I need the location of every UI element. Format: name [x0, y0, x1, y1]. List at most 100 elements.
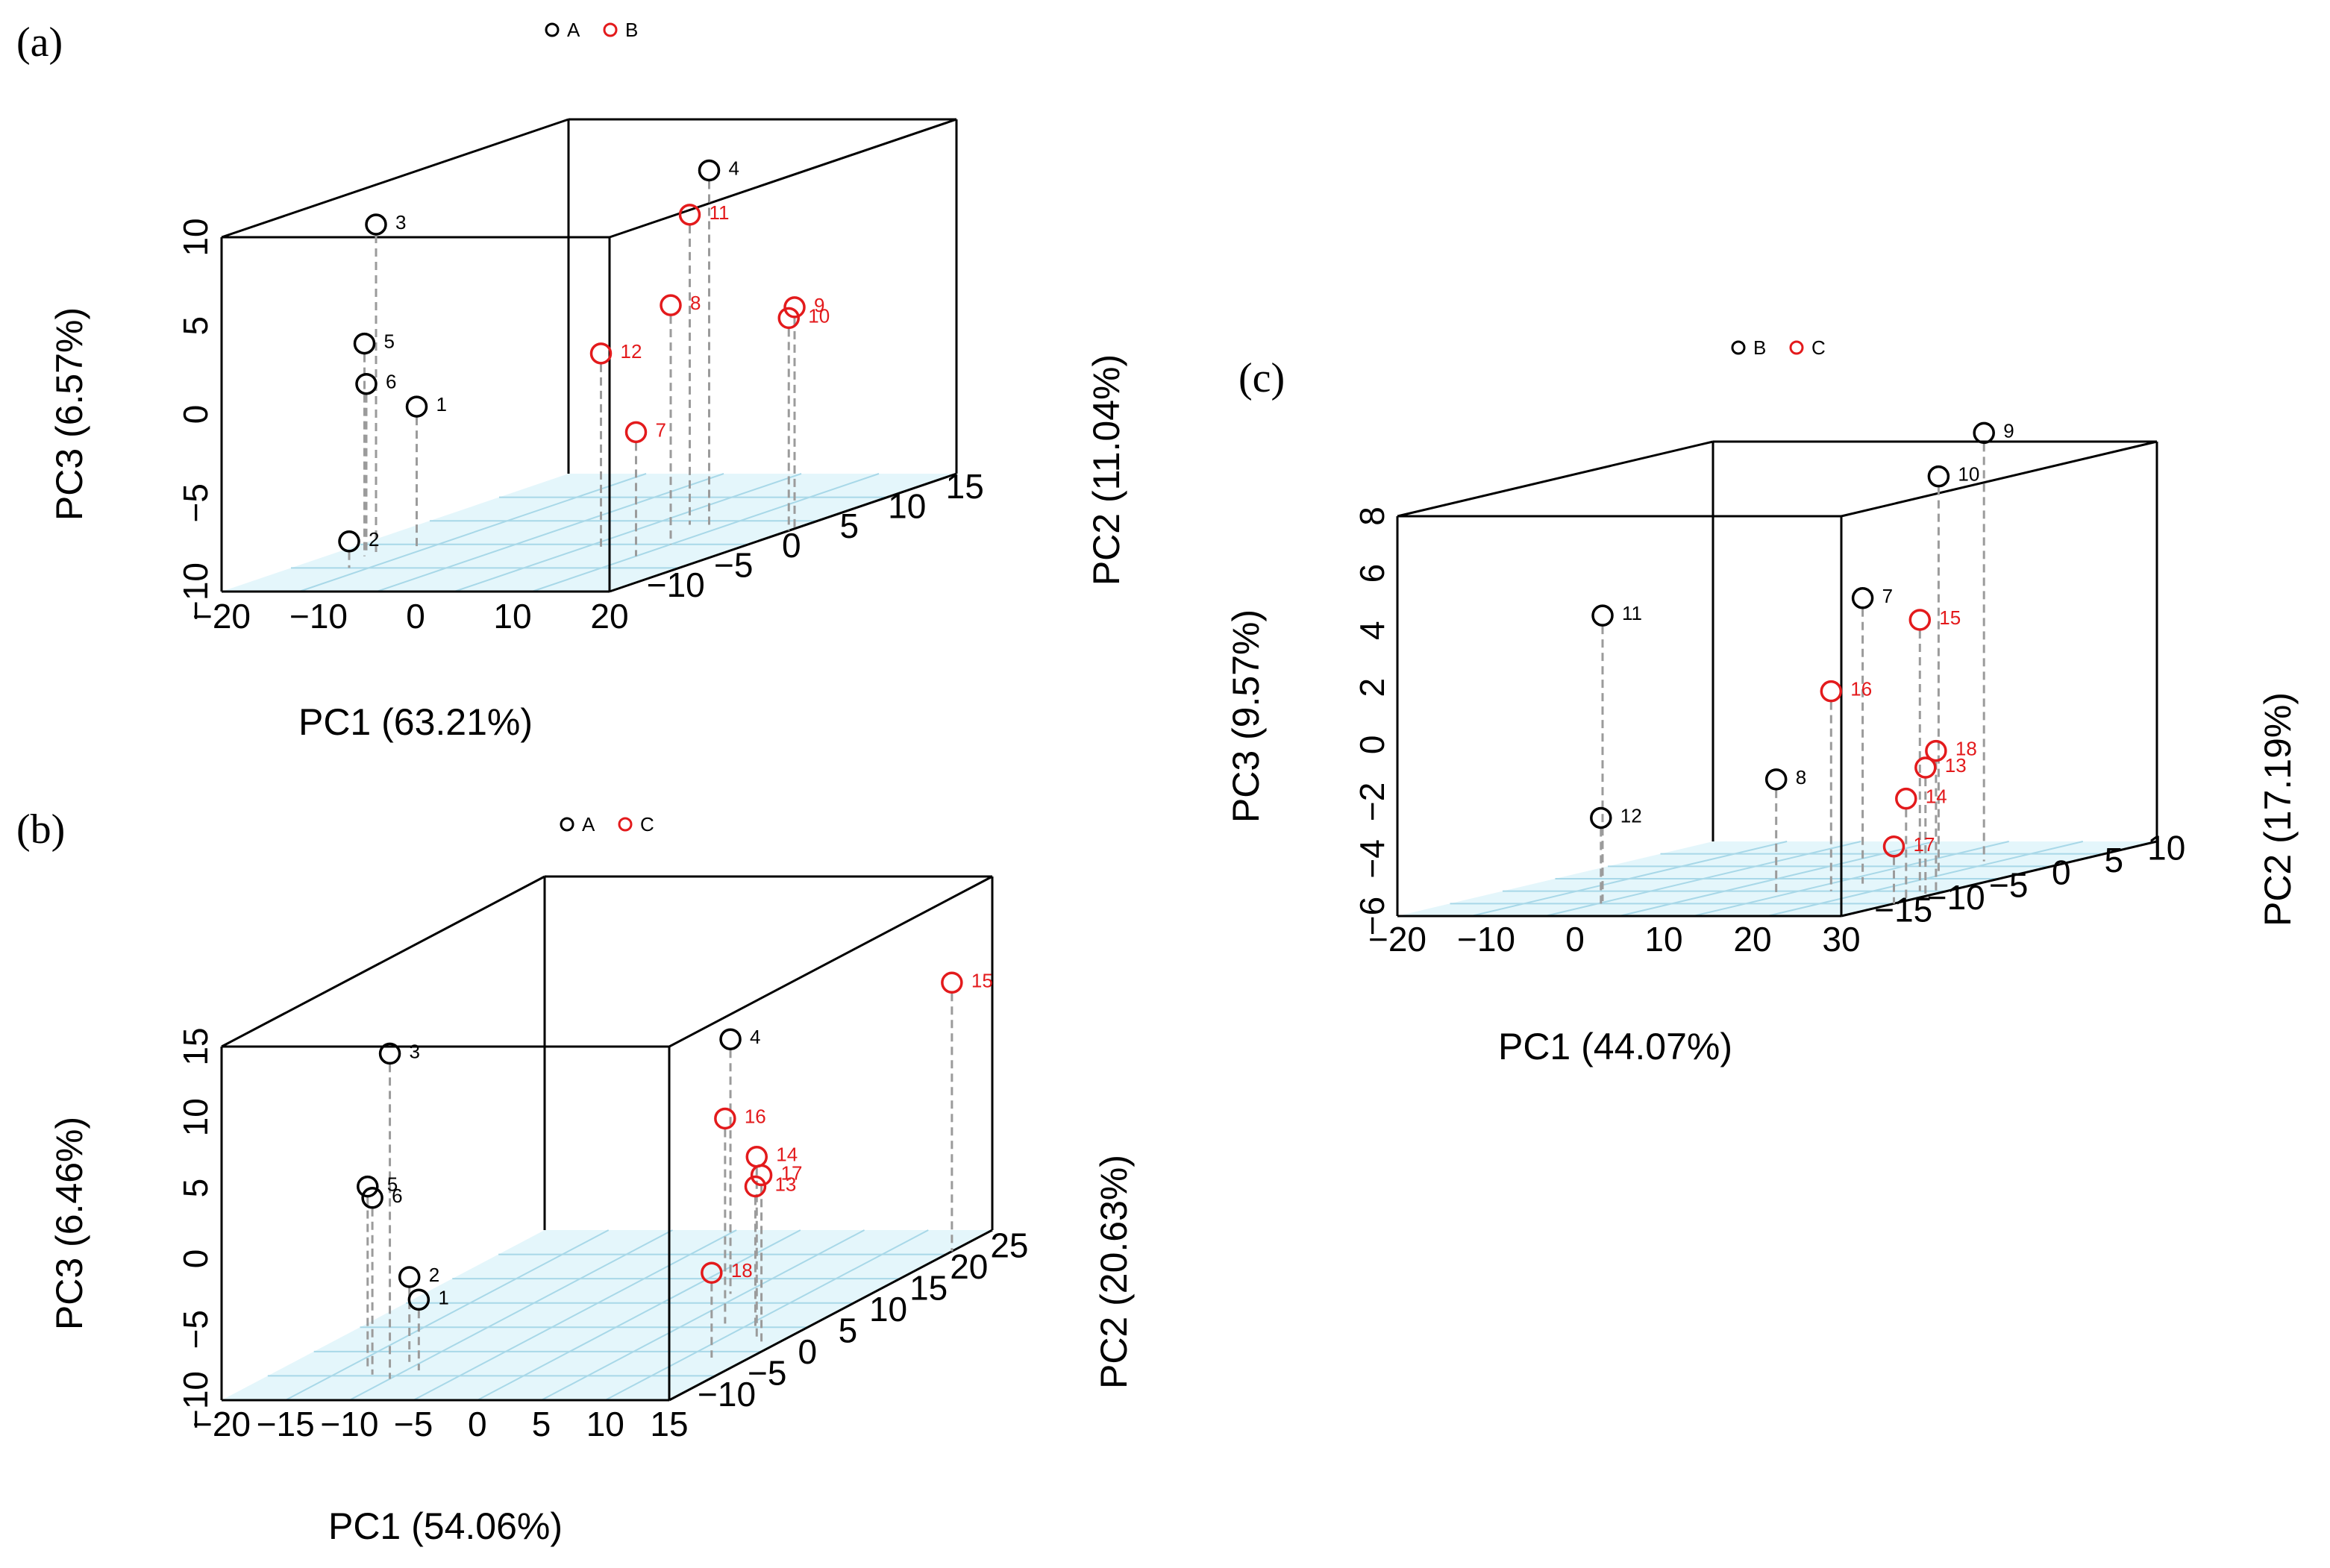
data-point — [1927, 465, 1950, 488]
legend-marker — [545, 22, 560, 37]
x-axis-title: PC1 (63.21%) — [298, 701, 533, 743]
box-edge — [1841, 440, 2158, 518]
x-tick-label: −15 — [257, 1405, 315, 1443]
y-tick-label: 10 — [2147, 828, 2185, 867]
floor-plane — [222, 1230, 992, 1400]
box-edge — [668, 1229, 993, 1402]
data-point — [405, 395, 428, 418]
data-point-label: 2 — [429, 1264, 439, 1286]
box-edge — [221, 875, 545, 1048]
y-tick-label: 5 — [839, 1311, 858, 1349]
data-point — [1895, 787, 1917, 810]
data-point-label: 13 — [774, 1173, 796, 1196]
data-point-label: 12 — [621, 340, 642, 363]
x-tick-label: 10 — [1644, 920, 1682, 959]
legend-marker — [618, 817, 633, 832]
chart-panel-b: −20 −15 −10 −5 0 5 10 15−10−5051015−10−50510152… — [16, 806, 1135, 1547]
data-point-label: 13 — [1945, 754, 1967, 777]
z-tick-label: 5 — [176, 1179, 215, 1198]
z-tick-label: 8 — [1353, 507, 1391, 526]
floor-plane — [222, 474, 956, 592]
data-point — [357, 1175, 379, 1198]
z-tick-label: 4 — [1353, 621, 1391, 640]
z-axis-title: PC3 (6.46%) — [48, 1117, 90, 1330]
y-tick-label: 25 — [990, 1226, 1028, 1264]
z-tick-label: −5 — [176, 1310, 215, 1349]
z-tick-label: −6 — [1353, 897, 1391, 935]
x-tick-label: −20 — [192, 597, 251, 636]
data-point — [361, 1187, 383, 1209]
panel-label: (b) — [16, 806, 65, 853]
data-point — [750, 1164, 773, 1187]
x-tick-label: −10 — [289, 597, 348, 636]
box-edge — [221, 118, 569, 239]
x-tick-label: 20 — [590, 597, 628, 636]
data-point-label: 11 — [710, 201, 730, 224]
data-point-label: 16 — [745, 1105, 766, 1127]
y-tick-label: 10 — [869, 1290, 907, 1329]
x-axis-title: PC1 (54.06%) — [328, 1505, 563, 1547]
data-point — [353, 332, 376, 355]
x-tick-label: −10 — [1457, 920, 1515, 959]
x-tick-label: 0 — [1565, 920, 1585, 959]
data-point-label: 3 — [395, 211, 406, 233]
x-tick-label: −5 — [394, 1405, 433, 1443]
floor-grid-line — [376, 473, 724, 592]
y-tick-label: 15 — [909, 1268, 948, 1307]
y-tick-label: −10 — [647, 565, 705, 604]
floor-grid-line — [454, 473, 802, 592]
data-point — [1973, 421, 1995, 445]
data-point-label: 2 — [369, 528, 379, 551]
panel-label: (c) — [1238, 355, 1285, 401]
data-point — [1908, 609, 1932, 631]
x-tick-label: 5 — [532, 1405, 551, 1443]
box-edge — [609, 118, 957, 239]
data-point — [407, 1288, 430, 1311]
data-point — [355, 372, 378, 395]
data-point — [338, 530, 360, 553]
x-tick-label: 0 — [468, 1405, 487, 1443]
y-tick-label: 0 — [798, 1332, 818, 1371]
y-axis-title: PC2 (20.63%) — [1093, 1155, 1135, 1389]
data-point — [783, 296, 806, 319]
floor-grid-line — [285, 1229, 610, 1401]
legend-label: C — [1811, 336, 1826, 359]
data-point — [1914, 756, 1937, 779]
data-point-label: 17 — [781, 1161, 803, 1184]
z-axis-title: PC3 (9.57%) — [1225, 609, 1267, 823]
z-tick-label: −10 — [176, 1371, 215, 1429]
data-point-label: 4 — [750, 1026, 760, 1048]
data-point — [745, 1145, 768, 1168]
data-point-label: 3 — [410, 1040, 420, 1062]
data-point — [941, 971, 963, 994]
data-point-label: 10 — [808, 304, 830, 327]
legend-label: B — [625, 19, 638, 41]
box-edge — [668, 875, 993, 1048]
z-tick-label: 0 — [176, 405, 215, 424]
legend-label: A — [567, 19, 580, 41]
data-point-label: 7 — [1882, 585, 1893, 607]
legend-label: A — [582, 813, 595, 835]
data-point-label: 5 — [387, 1173, 398, 1196]
z-tick-label: 5 — [176, 316, 215, 336]
z-tick-label: 0 — [1353, 735, 1391, 754]
y-tick-label: 15 — [946, 467, 984, 506]
legend-marker — [1789, 340, 1804, 355]
data-point — [719, 1028, 742, 1050]
z-tick-label: 6 — [1353, 564, 1391, 583]
z-tick-label: −4 — [1353, 839, 1391, 878]
y-tick-label: −5 — [748, 1353, 786, 1392]
z-tick-label: −5 — [176, 483, 215, 522]
x-tick-label: 10 — [586, 1405, 624, 1443]
data-point — [777, 307, 800, 330]
data-point-label: 1 — [436, 393, 447, 415]
z-tick-label: −10 — [176, 562, 215, 621]
data-point — [701, 1261, 723, 1284]
y-tick-label: −5 — [714, 546, 753, 585]
x-tick-label: 30 — [1822, 920, 1860, 959]
x-tick-label: 0 — [406, 597, 425, 636]
panel-label: (a) — [16, 19, 63, 66]
box-edge — [609, 472, 957, 593]
